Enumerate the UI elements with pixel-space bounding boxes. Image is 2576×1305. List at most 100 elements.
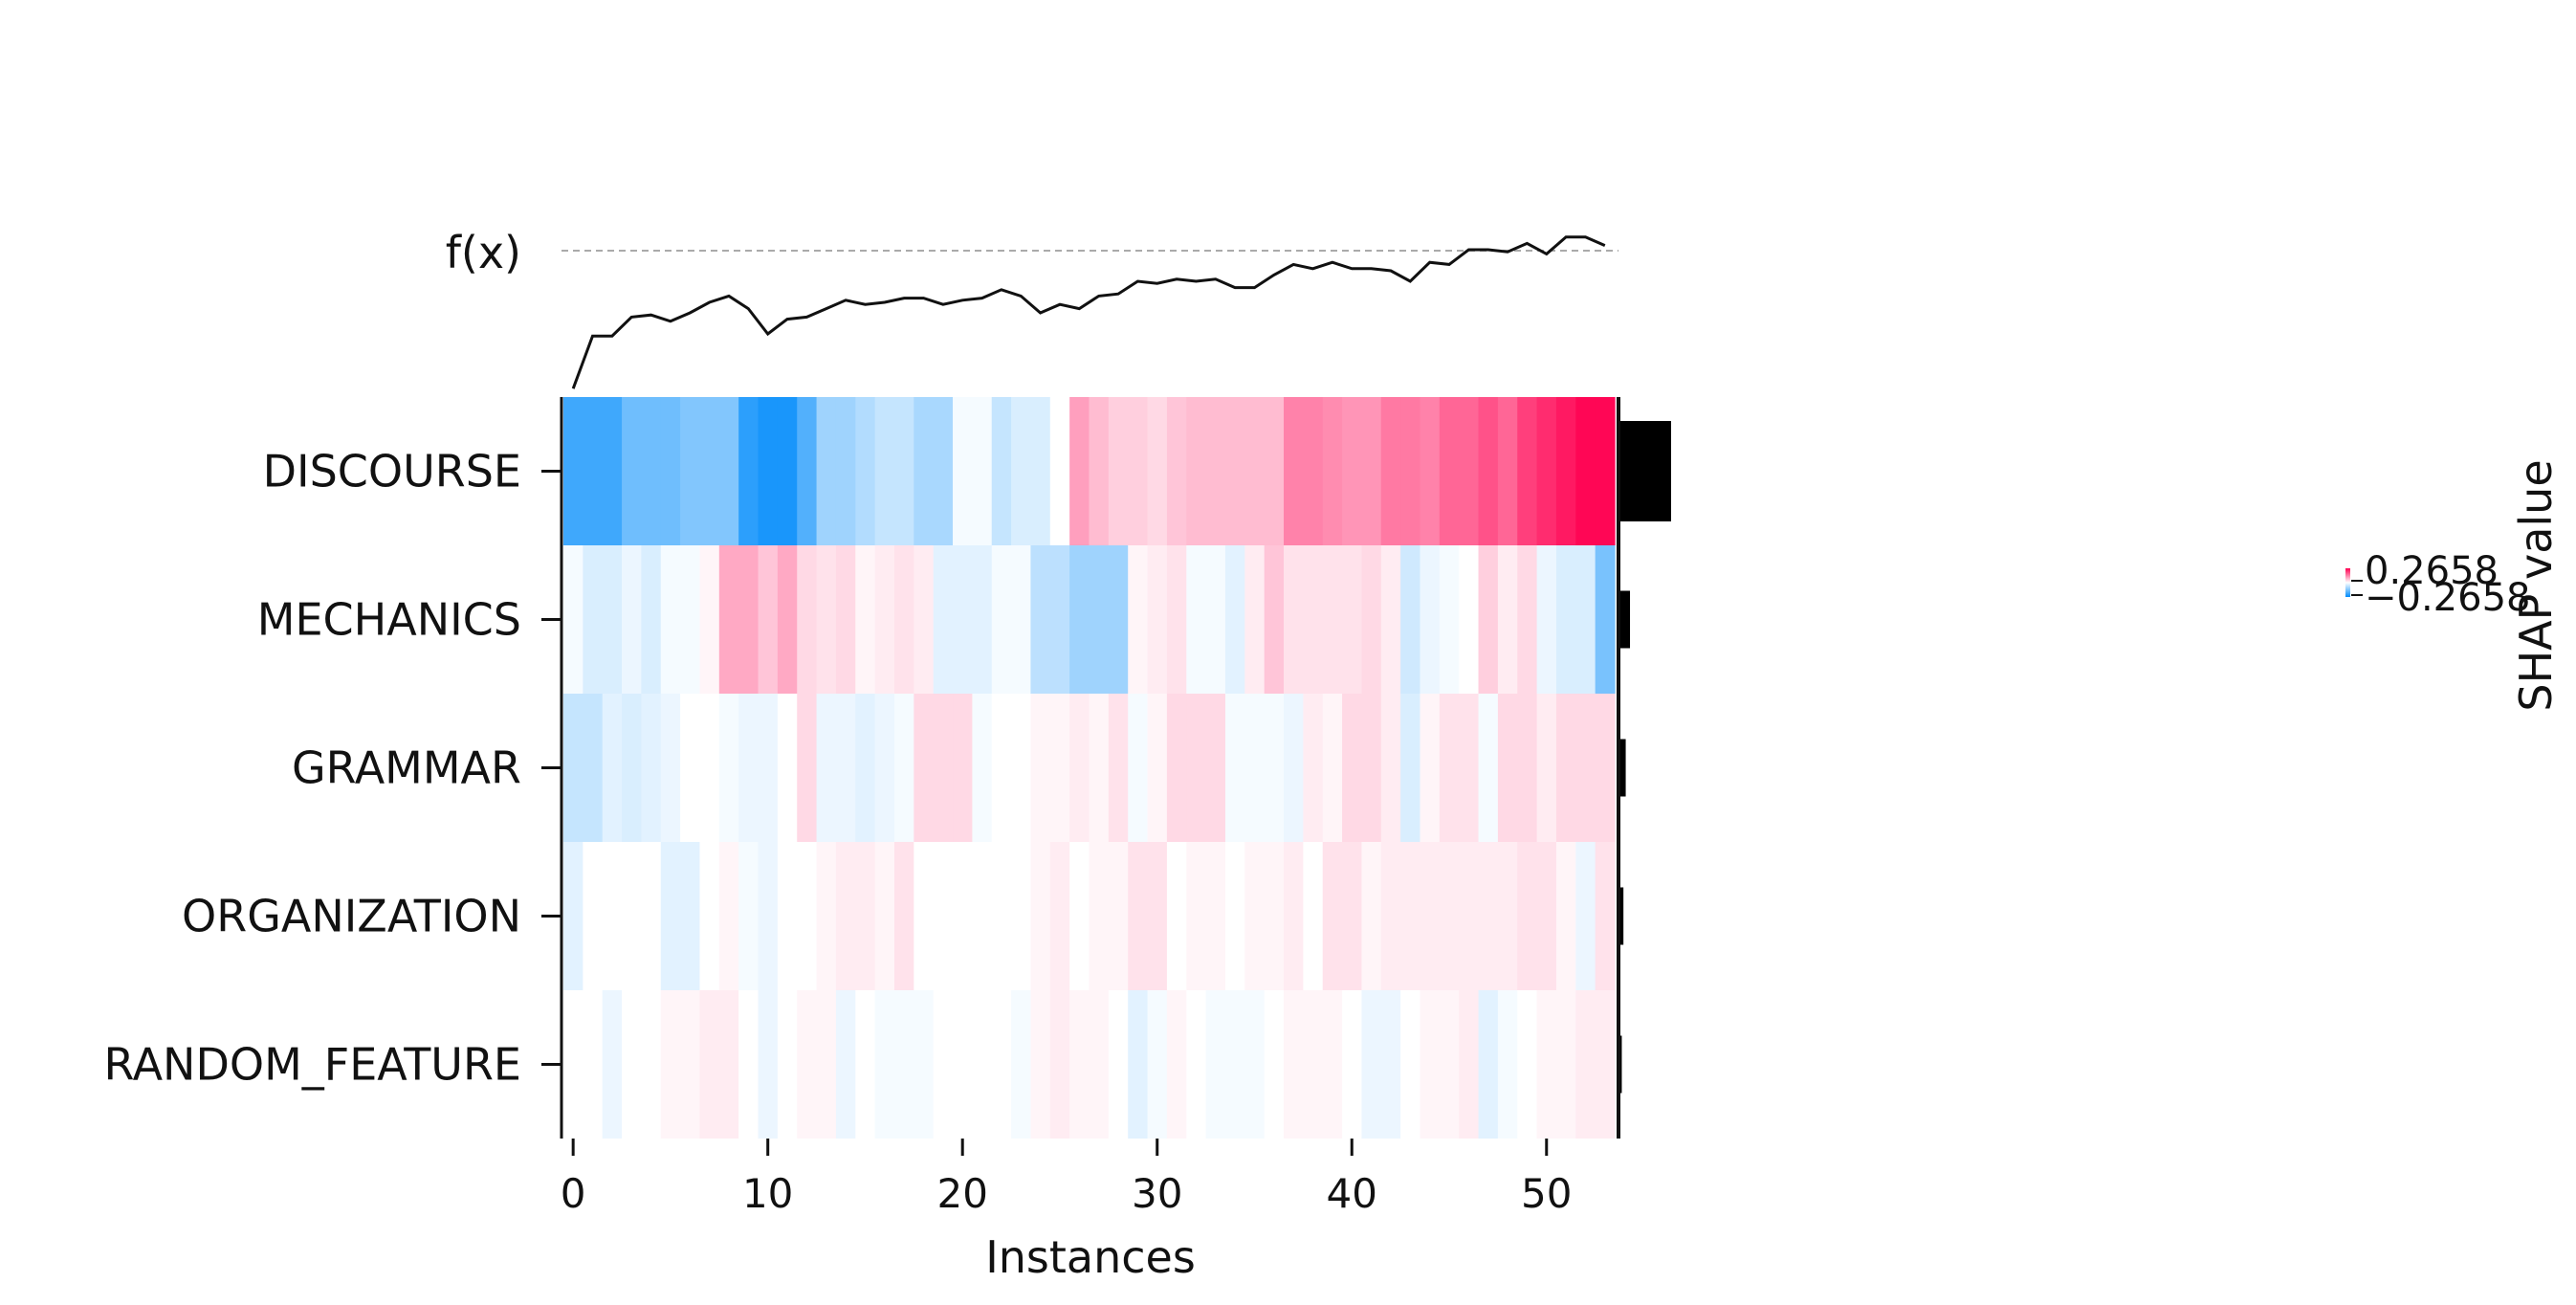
feature-label: ORGANIZATION [182, 891, 521, 942]
heatmap-cell [738, 990, 760, 1139]
heatmap-cell [1555, 990, 1576, 1139]
heatmap-cell [1089, 397, 1110, 545]
heatmap-cell [855, 397, 876, 545]
heatmap-cell [777, 694, 798, 842]
heatmap-cell [797, 694, 818, 842]
heatmap-cell [1380, 545, 1401, 694]
heatmap-cell [972, 694, 993, 842]
heatmap-cell [1205, 842, 1226, 990]
heatmap-cell [1342, 842, 1363, 990]
heatmap-cell [991, 545, 1012, 694]
heatmap-cell [738, 694, 760, 842]
heatmap-cell [660, 842, 681, 990]
colorbar: 0.2658 −0.2658 SHAP value [2345, 459, 2562, 712]
heatmap-cell [777, 842, 798, 990]
heatmap-cell [1497, 397, 1518, 545]
heatmap-cell [718, 545, 739, 694]
heatmap-cell [1575, 694, 1596, 842]
heatmap-cell [1478, 842, 1499, 990]
heatmap-cell [680, 694, 701, 842]
heatmap-cell [563, 545, 583, 694]
heatmap-cell [1186, 397, 1207, 545]
heatmap-cell [1049, 990, 1070, 1139]
heatmap-cell [1011, 842, 1032, 990]
heatmap-cell [874, 545, 895, 694]
x-tick-label: 20 [936, 1170, 987, 1217]
heatmap-cell [1224, 842, 1245, 990]
heatmap-cell [758, 397, 779, 545]
heatmap-cell [1030, 694, 1051, 842]
heatmap-cell [1089, 842, 1110, 990]
importance-bar [1618, 739, 1626, 797]
heatmap-cell [583, 990, 604, 1139]
heatmap-cell [1128, 842, 1149, 990]
heatmap-cell [1517, 545, 1538, 694]
heatmap-cell [1108, 842, 1129, 990]
heatmap-cell [738, 545, 760, 694]
heatmap-cell [1517, 397, 1538, 545]
heatmap-cell [991, 694, 1012, 842]
heatmap-cell [1439, 694, 1460, 842]
heatmap-cell [1069, 397, 1090, 545]
heatmap-cell [622, 545, 643, 694]
heatmap-cell [835, 694, 856, 842]
heatmap-cell [718, 990, 739, 1139]
heatmap-cell [1555, 694, 1576, 842]
heatmap-cell [914, 694, 935, 842]
heatmap-cell [602, 545, 623, 694]
heatmap-cell [874, 842, 895, 990]
heatmap-cell [797, 842, 818, 990]
heatmap-cell [893, 842, 914, 990]
heatmap-cell [1030, 842, 1051, 990]
heatmap-cell [1284, 842, 1304, 990]
heatmap-cell [1011, 397, 1032, 545]
heatmap-cell [893, 694, 914, 842]
heatmap-cell [914, 397, 935, 545]
feature-label: DISCOURSE [263, 446, 521, 498]
heatmap-cell [583, 545, 604, 694]
colorbar-max-label: 0.2658 [2365, 549, 2499, 593]
heatmap-cell [1244, 694, 1266, 842]
heatmap-cell [933, 842, 954, 990]
heatmap-cell [1303, 842, 1324, 990]
x-tick-label: 50 [1521, 1170, 1572, 1217]
heatmap-cell [1420, 842, 1441, 990]
heatmap-cell [1244, 545, 1266, 694]
heatmap-cell [1361, 397, 1382, 545]
heatmap-cell [699, 694, 720, 842]
importance-bar [1618, 421, 1671, 521]
heatmap-cell [583, 842, 604, 990]
heatmap-cell [699, 397, 720, 545]
heatmap-cell [660, 545, 681, 694]
heatmap-cell [1380, 990, 1401, 1139]
heatmap-cell [1264, 397, 1285, 545]
importance-bars [1618, 421, 1671, 1094]
heatmap-cell [641, 842, 662, 990]
heatmap-cell [1049, 842, 1070, 990]
heatmap-cell [641, 397, 662, 545]
heatmap-cell [816, 397, 837, 545]
heatmap-cell [1595, 397, 1616, 545]
heatmap-cell [1224, 694, 1245, 842]
heatmap-cell [1342, 990, 1363, 1139]
heatmap-cell [1497, 545, 1518, 694]
heatmap-cell [718, 842, 739, 990]
heatmap-cell [1303, 990, 1324, 1139]
heatmap-cell [1186, 694, 1207, 842]
feature-label: RANDOM_FEATURE [103, 1039, 521, 1091]
heatmap-cell [855, 990, 876, 1139]
heatmap-cell [1517, 694, 1538, 842]
heatmap-cell [835, 397, 856, 545]
heatmap-cell [1555, 545, 1576, 694]
x-tick-label: 30 [1132, 1170, 1182, 1217]
feature-label: GRAMMAR [292, 742, 521, 794]
heatmap-cell [933, 545, 954, 694]
x-ticks: 0 10 20 30 40 50 [561, 1139, 1572, 1217]
heatmap-cell [1517, 842, 1538, 990]
heatmap-cell [1575, 842, 1596, 990]
heatmap-cell [835, 545, 856, 694]
heatmap-cell [972, 397, 993, 545]
heatmap-cell [622, 990, 643, 1139]
heatmap-cell [738, 397, 760, 545]
